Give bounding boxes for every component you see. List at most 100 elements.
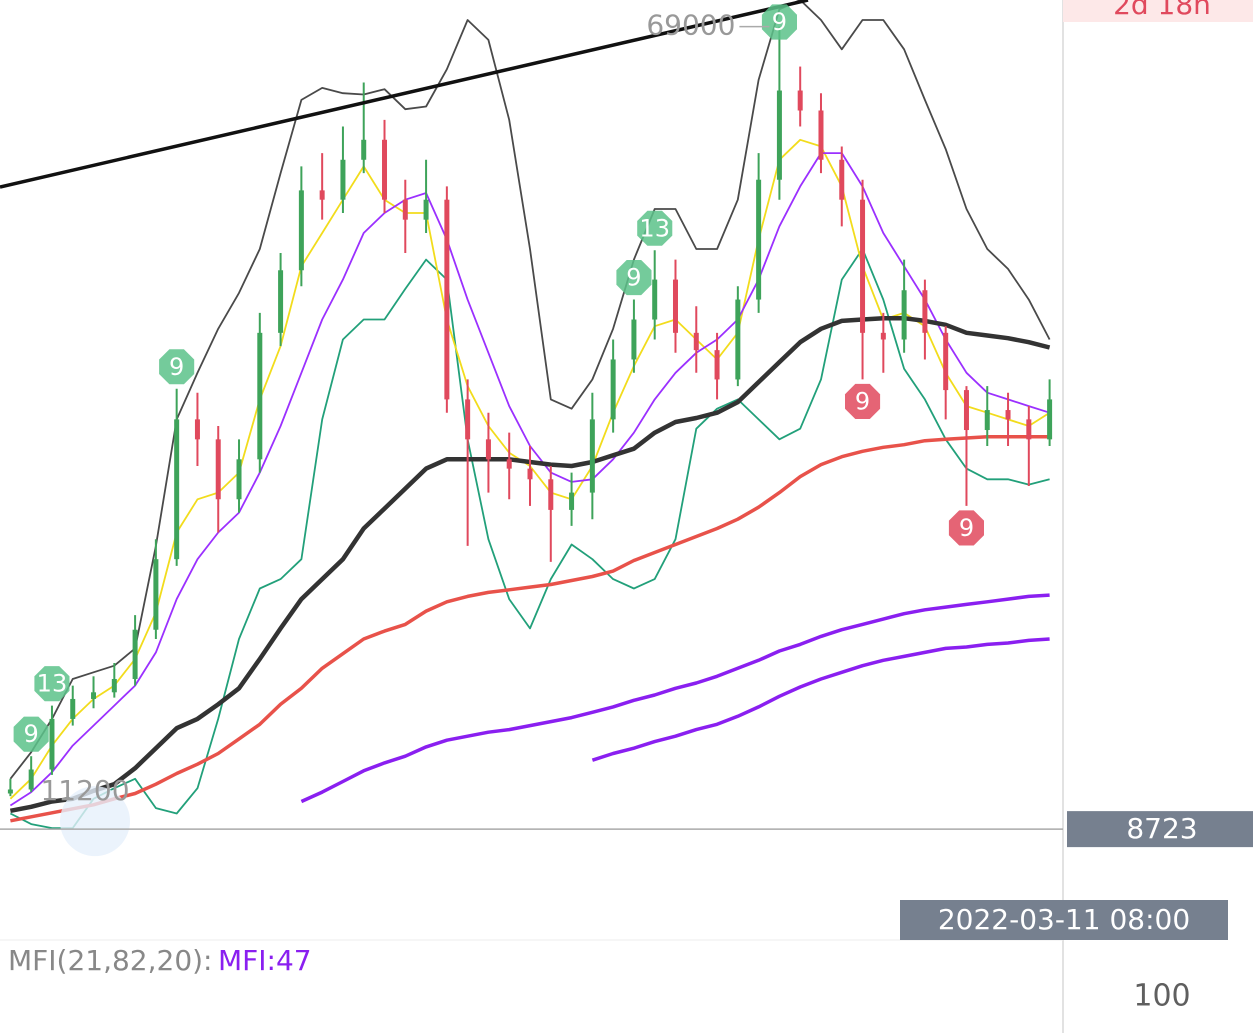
candle-body [215, 439, 221, 500]
candle-body [527, 468, 533, 480]
low-label: 11200 [40, 774, 129, 807]
candle-body [28, 769, 34, 790]
annotations: 69000 11200 [40, 9, 770, 857]
td-label: 13 [37, 670, 68, 698]
candle-body [548, 479, 554, 510]
crosshair: 8723 2022-03-11 08:00 [0, 811, 1253, 940]
candle-body [361, 139, 367, 160]
candle-body [340, 159, 346, 200]
candle-body [610, 359, 616, 420]
td-sequence: 9 13 9 9 13 9 9 9 [13, 4, 984, 752]
candle-body [818, 110, 824, 160]
candle-body [174, 419, 180, 560]
td-label: 9 [24, 720, 39, 748]
candle-body [70, 698, 76, 719]
td-badge [845, 383, 881, 419]
indicator-line [300, 593, 1050, 804]
candle-body [319, 190, 325, 200]
indicator-line [9, 0, 1051, 780]
candle-body [402, 199, 408, 220]
candle-body [922, 290, 928, 333]
candle-body [194, 419, 200, 440]
td-label: 9 [626, 264, 641, 292]
td-label: 9 [772, 8, 787, 36]
td-marker: 9 [159, 349, 195, 385]
candle-body [465, 399, 471, 440]
td-label: 9 [959, 514, 974, 542]
candle-body [839, 159, 845, 200]
candle-body [984, 410, 990, 431]
td-marker: 9 [845, 383, 881, 419]
indicator-lines [9, 0, 1051, 829]
candle-body [485, 439, 491, 460]
candle-body [776, 90, 782, 180]
mfi-title: MFI(21,82,20): [8, 944, 213, 977]
indicator-line [591, 637, 1050, 762]
crosshair-x-label: 2022-03-11 08:00 [938, 903, 1190, 936]
indicator-line [10, 434, 1050, 823]
candle-body [257, 332, 263, 460]
candle-body [714, 350, 720, 380]
candle-body [236, 459, 242, 500]
candle-body [278, 270, 284, 333]
td-badge [159, 349, 195, 385]
high-label: 69000 [646, 9, 735, 42]
candle-body [963, 390, 969, 431]
td-badge [34, 666, 70, 702]
candle-body [589, 419, 595, 493]
candle-body [672, 279, 678, 333]
td-marker: 9 [616, 260, 652, 296]
crosshair-y-label: 8723 [1126, 812, 1197, 845]
candle-body [111, 678, 117, 693]
td-marker: 9 [13, 716, 49, 752]
candle-body [7, 789, 13, 794]
mfi-reading: MFI:47 [218, 944, 312, 977]
countdown-box [1063, 0, 1253, 22]
td-label: 9 [169, 353, 184, 381]
candle-body [693, 332, 699, 351]
candle-body [569, 492, 575, 510]
candle-body [756, 179, 762, 300]
candle-body [631, 319, 637, 360]
candle-body [1005, 410, 1011, 420]
td-marker: 9 [761, 4, 797, 40]
td-marker: 13 [34, 666, 70, 702]
crosshair-y-box [1067, 811, 1253, 848]
candle-body [49, 718, 55, 770]
td-badge [616, 260, 652, 296]
candle-body [423, 199, 429, 220]
candle-body [880, 332, 886, 340]
candle-body [943, 332, 949, 391]
candle-body [132, 629, 138, 679]
countdown: 2d 18h [1113, 0, 1211, 21]
td-marker: 13 [637, 210, 673, 246]
candle-body [298, 190, 304, 271]
trend-line [0, 0, 809, 189]
low-marker [60, 786, 130, 857]
td-label: 9 [855, 387, 870, 415]
candle-body [860, 199, 866, 333]
td-label: 13 [639, 214, 670, 242]
td-marker: 9 [948, 510, 984, 546]
candle-body [444, 199, 450, 400]
td-badge [761, 4, 797, 40]
candle-body [91, 692, 97, 699]
indicator-line [9, 248, 1050, 829]
td-badge [637, 210, 673, 246]
candle-body [382, 139, 388, 200]
indicator-line [9, 315, 1051, 814]
candle-body [901, 290, 907, 340]
mfi-tick-label: 100 [1133, 979, 1190, 1014]
crosshair-x-box [900, 900, 1228, 940]
candle-body [1026, 419, 1032, 440]
candle-body [153, 559, 159, 630]
td-badge [948, 510, 984, 546]
candle-body [735, 299, 741, 380]
td-badge [13, 716, 49, 752]
candle-body [797, 90, 803, 111]
candle-body [652, 279, 658, 320]
candle-body [506, 459, 512, 469]
candles [7, 26, 1053, 797]
candle-body [1047, 399, 1053, 440]
